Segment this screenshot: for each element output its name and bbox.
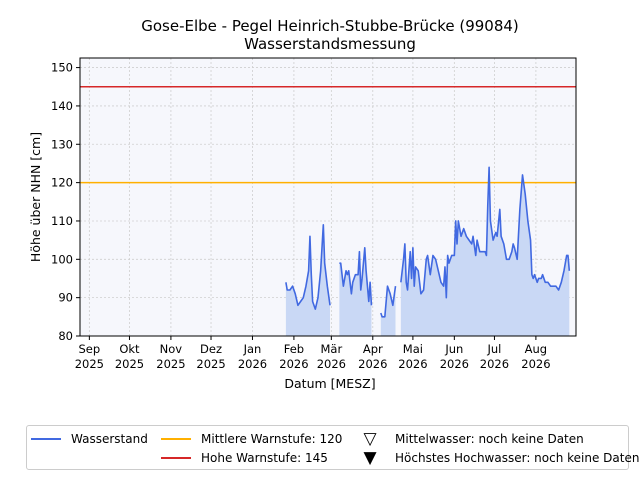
x-tick-month: Jun bbox=[444, 342, 463, 356]
y-tick-label: 130 bbox=[51, 137, 73, 151]
area-fill-segment bbox=[380, 286, 396, 336]
series-line-wasserstand bbox=[380, 285, 397, 318]
triangle-down-outline-icon: ▽ bbox=[363, 429, 377, 449]
x-tick-year: 2026 bbox=[480, 357, 509, 371]
x-tick-month: Apr bbox=[363, 342, 383, 356]
x-tick-month: Mär bbox=[320, 342, 342, 356]
y-axis-ticks: 80 90 100 110 120 130 140 150 bbox=[51, 61, 80, 343]
x-tick-month: Sep bbox=[79, 342, 101, 356]
legend: Wasserstand Mittlere Warnstufe: 120 Hohe… bbox=[26, 425, 639, 470]
series-lines bbox=[285, 166, 571, 318]
x-tick-year: 2026 bbox=[398, 357, 427, 371]
legend-line-mittlere bbox=[161, 438, 191, 440]
x-tick-month: Dez bbox=[200, 342, 222, 356]
x-tick-year: 2025 bbox=[115, 357, 144, 371]
legend-item-mittlere: Mittlere Warnstufe: 120 bbox=[161, 430, 342, 448]
x-tick-month: Feb bbox=[284, 342, 304, 356]
x-tick-year: 2026 bbox=[440, 357, 469, 371]
y-tick-label: 150 bbox=[51, 61, 73, 75]
x-tick-year: 2025 bbox=[75, 357, 104, 371]
y-tick-label: 140 bbox=[51, 99, 73, 113]
series-line-wasserstand bbox=[285, 224, 331, 310]
legend-line-hohe bbox=[161, 457, 191, 459]
y-tick-label: 110 bbox=[51, 214, 73, 228]
series-line-wasserstand bbox=[339, 247, 373, 306]
y-tick-label: 80 bbox=[58, 329, 73, 343]
threshold-lines bbox=[80, 85, 576, 184]
x-tick-month: Jul bbox=[487, 342, 502, 356]
legend-item-wasserstand: Wasserstand bbox=[31, 430, 148, 448]
x-axis-label: Datum [MESZ] bbox=[284, 376, 375, 391]
y-tick-label: 100 bbox=[51, 252, 73, 266]
legend-item-hohe: Hohe Warnstufe: 145 bbox=[161, 449, 328, 467]
area-fill-segment bbox=[285, 224, 331, 336]
x-tick-year: 2026 bbox=[279, 357, 308, 371]
x-tick-year: 2026 bbox=[238, 357, 267, 371]
x-tick-year: 2026 bbox=[521, 357, 550, 371]
legend-item-mittelwasser: ▽ Mittelwasser: noch keine Daten bbox=[355, 429, 584, 449]
legend-item-hochwasser: ▼ Höchstes Hochwasser: noch keine Daten bbox=[355, 449, 639, 467]
x-tick-month: Nov bbox=[160, 342, 183, 356]
chart-subtitle: Wasserstandsmessung bbox=[244, 35, 416, 53]
x-tick-month: Okt bbox=[119, 342, 140, 356]
y-tick-label: 90 bbox=[58, 291, 73, 305]
chart-title: Gose-Elbe - Pegel Heinrich-Stubbe-Brücke… bbox=[141, 17, 519, 35]
legend-label-hochwasser: Höchstes Hochwasser: noch keine Daten bbox=[395, 451, 640, 465]
x-tick-month: Jan bbox=[243, 342, 262, 356]
legend-label-mittelwasser: Mittelwasser: noch keine Daten bbox=[395, 432, 584, 446]
x-tick-month: Aug bbox=[525, 342, 547, 356]
x-tick-year: 2025 bbox=[196, 357, 225, 371]
legend-label-wasserstand: Wasserstand bbox=[71, 432, 148, 446]
x-tick-year: 2026 bbox=[358, 357, 387, 371]
plot-frame bbox=[79, 57, 577, 337]
x-axis-ticks: Sep2025Okt2025Nov2025Dez2025Jan2026Feb20… bbox=[75, 336, 551, 371]
legend-label-hohe: Hohe Warnstufe: 145 bbox=[201, 451, 328, 465]
y-axis-label: Höhe über NHN [cm] bbox=[28, 132, 43, 262]
y-tick-label: 120 bbox=[51, 176, 73, 190]
series-line-wasserstand bbox=[400, 166, 571, 299]
x-tick-month: Mai bbox=[403, 342, 423, 356]
legend-label-mittlere: Mittlere Warnstufe: 120 bbox=[201, 432, 343, 446]
legend-line-wasserstand bbox=[31, 438, 61, 440]
triangle-down-filled-icon: ▼ bbox=[363, 448, 377, 468]
x-tick-year: 2026 bbox=[317, 357, 346, 371]
x-tick-year: 2025 bbox=[156, 357, 185, 371]
